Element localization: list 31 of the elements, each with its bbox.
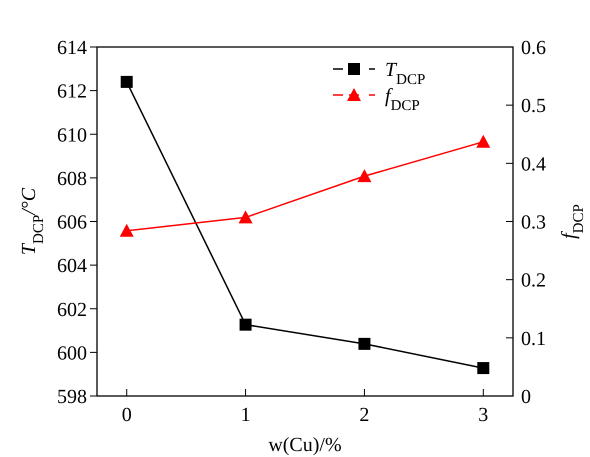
x-axis-title: w(Cu)/%	[268, 434, 342, 456]
y-tick-label: 606	[57, 212, 87, 234]
x-tick-label: 0	[122, 404, 132, 426]
legend-label: f$_{DCP}$	[385, 85, 420, 114]
point	[357, 169, 372, 182]
x-tick-label: 2	[359, 404, 370, 426]
x-tick-label: 1	[240, 404, 251, 426]
y-tick-label: 614	[57, 37, 87, 59]
point	[476, 134, 490, 148]
point	[358, 338, 370, 350]
y2-tick-label: 0.4	[521, 153, 546, 176]
y-tick-label: 600	[57, 342, 87, 364]
point	[477, 362, 490, 374]
y2-tick-label: 0.6	[521, 37, 546, 59]
point	[240, 318, 252, 331]
y-tick-label: 612	[57, 80, 87, 103]
x-tick-label: 3	[478, 404, 488, 426]
y2-tick-label: 0	[521, 386, 531, 408]
point	[238, 210, 253, 224]
y-tick-label: 608	[57, 168, 87, 190]
y2-tick-label: 0.5	[521, 95, 546, 118]
y2-tick-label: 0.1	[521, 328, 546, 350]
point	[120, 76, 133, 88]
point	[120, 224, 134, 237]
y-tick-label: 604	[57, 255, 87, 278]
y-tick-label: 598	[57, 386, 87, 408]
y-tick-label: 610	[57, 124, 87, 146]
y-tick-label: 602	[57, 298, 87, 321]
y2-tick-label: 0.2	[521, 270, 546, 292]
legend-label: T$_{DCP}$	[385, 59, 426, 88]
y2-tick-label: 0.3	[521, 212, 546, 234]
